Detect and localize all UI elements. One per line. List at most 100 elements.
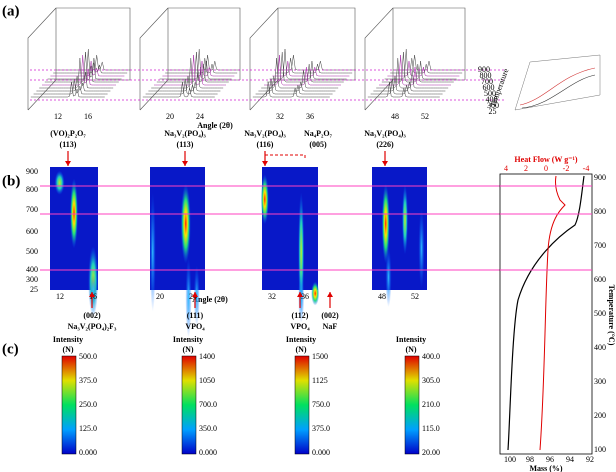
arrow-head: [65, 161, 71, 166]
phase-label: VPO₄: [185, 322, 205, 331]
temperature-tick: 300: [594, 377, 606, 386]
y-tick-label: 300: [26, 275, 38, 284]
colorbar-unit: (N): [405, 345, 416, 354]
pattern-line: [156, 51, 229, 83]
colorbar-tick: 115.0: [422, 424, 440, 433]
phase-label: VPO₄: [290, 322, 310, 331]
panel-label: (c): [2, 341, 19, 357]
inset-frame: [514, 54, 601, 111]
pattern-line: [159, 48, 232, 80]
temperature-tick: 900: [594, 173, 606, 182]
pattern-line: [269, 48, 347, 80]
pattern-line: [33, 78, 108, 95]
pattern-line: [142, 81, 215, 98]
pattern-line: [272, 60, 350, 77]
hkl-label: (005): [309, 140, 327, 149]
pattern-line: [148, 75, 221, 92]
dashed-arrow: [264, 154, 306, 160]
pattern-line: [379, 54, 451, 86]
x-tick-label: 52: [421, 112, 429, 121]
phase-label: (VO)₂P₂O₇: [50, 129, 86, 138]
phase-label: NaF: [323, 322, 338, 331]
colorbar: [61, 355, 77, 455]
heat-flow-tick: 0: [544, 164, 548, 173]
x-tick-label: 20: [156, 292, 164, 301]
colorbar-tick: 1400: [199, 352, 215, 361]
heatmap-feature: [185, 257, 192, 338]
inset-curve: [519, 67, 596, 106]
arrow-head: [382, 161, 388, 166]
pattern-line: [36, 75, 111, 92]
axis-label: Mass (%): [529, 464, 562, 472]
phase-label: Na₃V₂(PO₄)₃: [364, 129, 406, 138]
colorbar: [294, 355, 310, 455]
colorbar-unit: (N): [62, 345, 73, 354]
hkl-label: (112): [292, 311, 309, 320]
panel-label: (a): [2, 3, 20, 19]
pattern-line: [370, 78, 443, 95]
arrow-head: [182, 161, 188, 166]
axis-label: Angle (2θ): [197, 121, 233, 130]
colorbar-tick: 0.000: [79, 448, 97, 457]
colorbar-tick: 20.00: [422, 448, 440, 457]
mass-tick: 98: [526, 455, 534, 464]
colorbar-tick: 250.0: [79, 400, 97, 409]
heat-flow-tick: -2: [563, 164, 570, 173]
x-tick-label: 24: [196, 112, 204, 121]
phase-label: Na₃V₂(PO₄)₃: [244, 129, 286, 138]
pattern-line: [30, 81, 105, 98]
pattern-line: [44, 51, 119, 83]
phase-label: Na₃V₂(PO₄)₂F₃: [68, 322, 117, 331]
pattern-line: [266, 51, 344, 83]
hkl-label: (113): [177, 140, 194, 149]
pattern-line: [252, 81, 330, 98]
x-tick-label: 36: [301, 292, 309, 301]
hkl-label: (002): [321, 311, 339, 320]
mass-tick: 92: [586, 455, 594, 464]
x-tick-label: 20: [166, 112, 174, 121]
heatmap-feature: [260, 174, 269, 225]
colorbar-tick: 750.0: [312, 400, 330, 409]
y-tick-label: 25: [30, 285, 38, 294]
pattern-line: [367, 81, 440, 98]
colorbar-unit: (N): [295, 345, 306, 354]
box-frame: [139, 7, 241, 111]
hkl-label: (116): [257, 140, 274, 149]
heat-flow-curve: [539, 175, 566, 451]
colorbar-title: Intensity: [53, 335, 83, 344]
pattern-line: [258, 75, 336, 92]
heat-flow-tick: 4: [504, 164, 508, 173]
temperature-tick: 600: [594, 275, 606, 284]
heatmap-feature: [180, 183, 191, 264]
colorbar-tick: 375.0: [79, 376, 97, 385]
tg-frame: [499, 173, 593, 455]
colorbar-title: Intensity: [173, 335, 203, 344]
temperature-tick: 800: [480, 71, 492, 80]
heatmap-feature: [385, 247, 392, 308]
temperature-tick: 900: [478, 65, 490, 74]
hkl-label: (226): [376, 140, 394, 149]
y-tick-label: 500: [26, 247, 38, 256]
mass-tick: 96: [546, 455, 554, 464]
temperature-tick: 700: [594, 241, 606, 250]
heatmap-feature: [418, 208, 425, 289]
arrow-head: [192, 292, 198, 297]
phase-label: Na₃V₂(PO₄)₃: [164, 129, 206, 138]
temperature-tick: 600: [483, 83, 495, 92]
heatmap-feature: [311, 281, 320, 306]
pattern-line: [255, 78, 333, 95]
pattern-line: [264, 54, 341, 86]
x-tick-label: 52: [411, 292, 419, 301]
colorbar-tick: 500.0: [79, 352, 97, 361]
colorbar-tick: 1125: [312, 376, 328, 385]
temperature-tick: 500: [484, 89, 496, 98]
y-tick-label: 900: [26, 167, 38, 176]
temperature-tick: 25: [489, 107, 497, 116]
arrow-head: [297, 292, 303, 297]
pattern-line: [39, 57, 114, 89]
y-tick-label: 400: [26, 265, 38, 274]
box-frame: [27, 7, 131, 111]
x-tick-label: 12: [56, 292, 64, 301]
arrow-head: [262, 161, 268, 166]
pattern-line: [145, 78, 218, 95]
